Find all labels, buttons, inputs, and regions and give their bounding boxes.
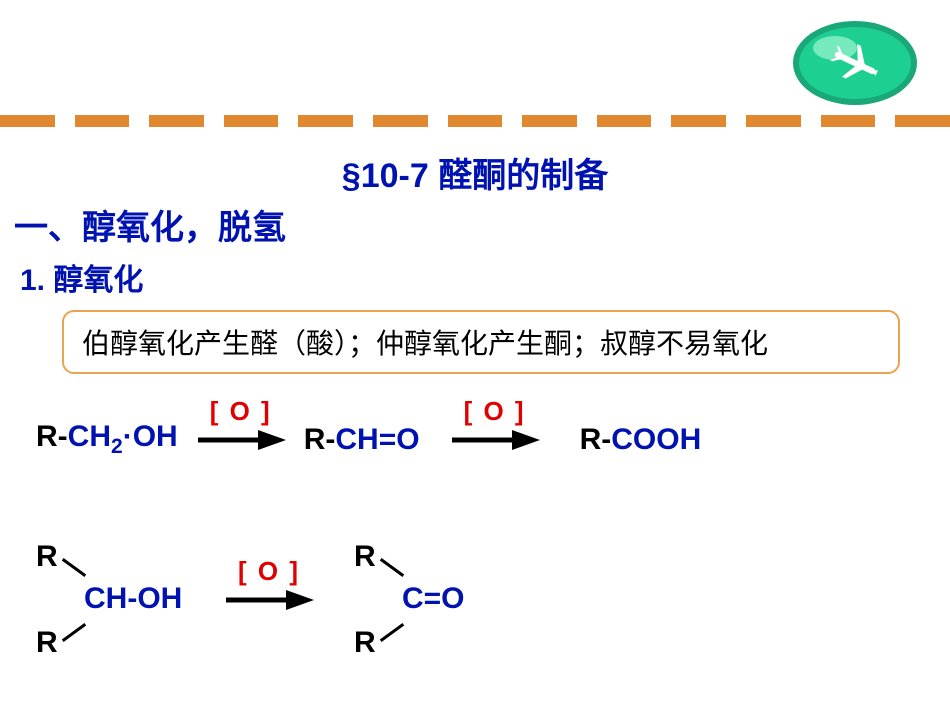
r-group: R: [304, 423, 326, 456]
reaction-2: R CH-OH R [ O ] R C=O R: [36, 540, 736, 660]
dash-segment: [149, 115, 204, 127]
heading-level-1: 一、醇氧化，脱氢: [14, 200, 286, 249]
arrow-3: [ O ]: [224, 588, 314, 612]
co: C=O: [402, 582, 465, 616]
bond-line: [380, 623, 404, 642]
rxn1-intermediate: R-CH=O: [304, 423, 420, 457]
cooh: COOH: [611, 423, 701, 456]
arrow-2: [ O ]: [450, 428, 540, 452]
arrow-icon: [196, 428, 286, 452]
arrow-icon: [224, 588, 314, 612]
dash-segment: [298, 115, 353, 127]
cho: CH=O: [335, 423, 419, 456]
dash-segment: [522, 115, 577, 127]
bond: -: [601, 423, 611, 456]
dash-segment: [373, 115, 428, 127]
note-box: 伯醇氧化产生醛（酸）；仲醇氧化产生酮；叔醇不易氧化: [62, 310, 900, 374]
rxn1-reactant: R-CH2·OH: [36, 420, 178, 459]
dash-segment: [821, 115, 876, 127]
r-top: R: [354, 540, 376, 574]
reaction-1: R-CH2·OH [ O ] R-CH=O [ O ] R-COOH: [36, 420, 936, 459]
ch2oh: CH2·OH: [68, 420, 178, 453]
dash-segment: [895, 115, 950, 127]
bond-line: [62, 558, 86, 577]
oxidant-label: [ O ]: [238, 556, 300, 587]
dash-segment: [448, 115, 503, 127]
bond: -: [325, 423, 335, 456]
r-group: R: [580, 423, 602, 456]
dash-segment: [746, 115, 801, 127]
section-title: §10-7 醛酮的制备: [0, 148, 950, 197]
arrow-1: [ O ]: [196, 428, 286, 452]
dash-segment: [597, 115, 652, 127]
dash-segment: [75, 115, 130, 127]
rxn1-product: R-COOH: [580, 423, 702, 457]
oxidant-label: [ O ]: [210, 396, 272, 427]
bond-line: [62, 623, 86, 642]
rxn2-product: R C=O R: [354, 540, 484, 660]
oxidant-label: [ O ]: [464, 396, 526, 427]
r-group: R: [36, 420, 58, 453]
arrow-icon: [450, 428, 540, 452]
rxn2-reactant: R CH-OH R: [36, 540, 196, 660]
bond: -: [58, 420, 68, 453]
r-bot: R: [36, 626, 58, 660]
dash-segment: [224, 115, 279, 127]
dash-segment: [0, 115, 55, 127]
note-text: 伯醇氧化产生醛（酸）；仲醇氧化产生酮；叔醇不易氧化: [82, 322, 768, 362]
r-top: R: [36, 540, 58, 574]
heading-level-2: 1. 醇氧化: [20, 255, 143, 299]
r-bot: R: [354, 626, 376, 660]
choh: CH-OH: [84, 582, 182, 616]
airplane-badge-icon: [790, 18, 920, 108]
dash-segment: [671, 115, 726, 127]
divider-dashes: [0, 115, 950, 129]
bond-line: [380, 558, 404, 577]
